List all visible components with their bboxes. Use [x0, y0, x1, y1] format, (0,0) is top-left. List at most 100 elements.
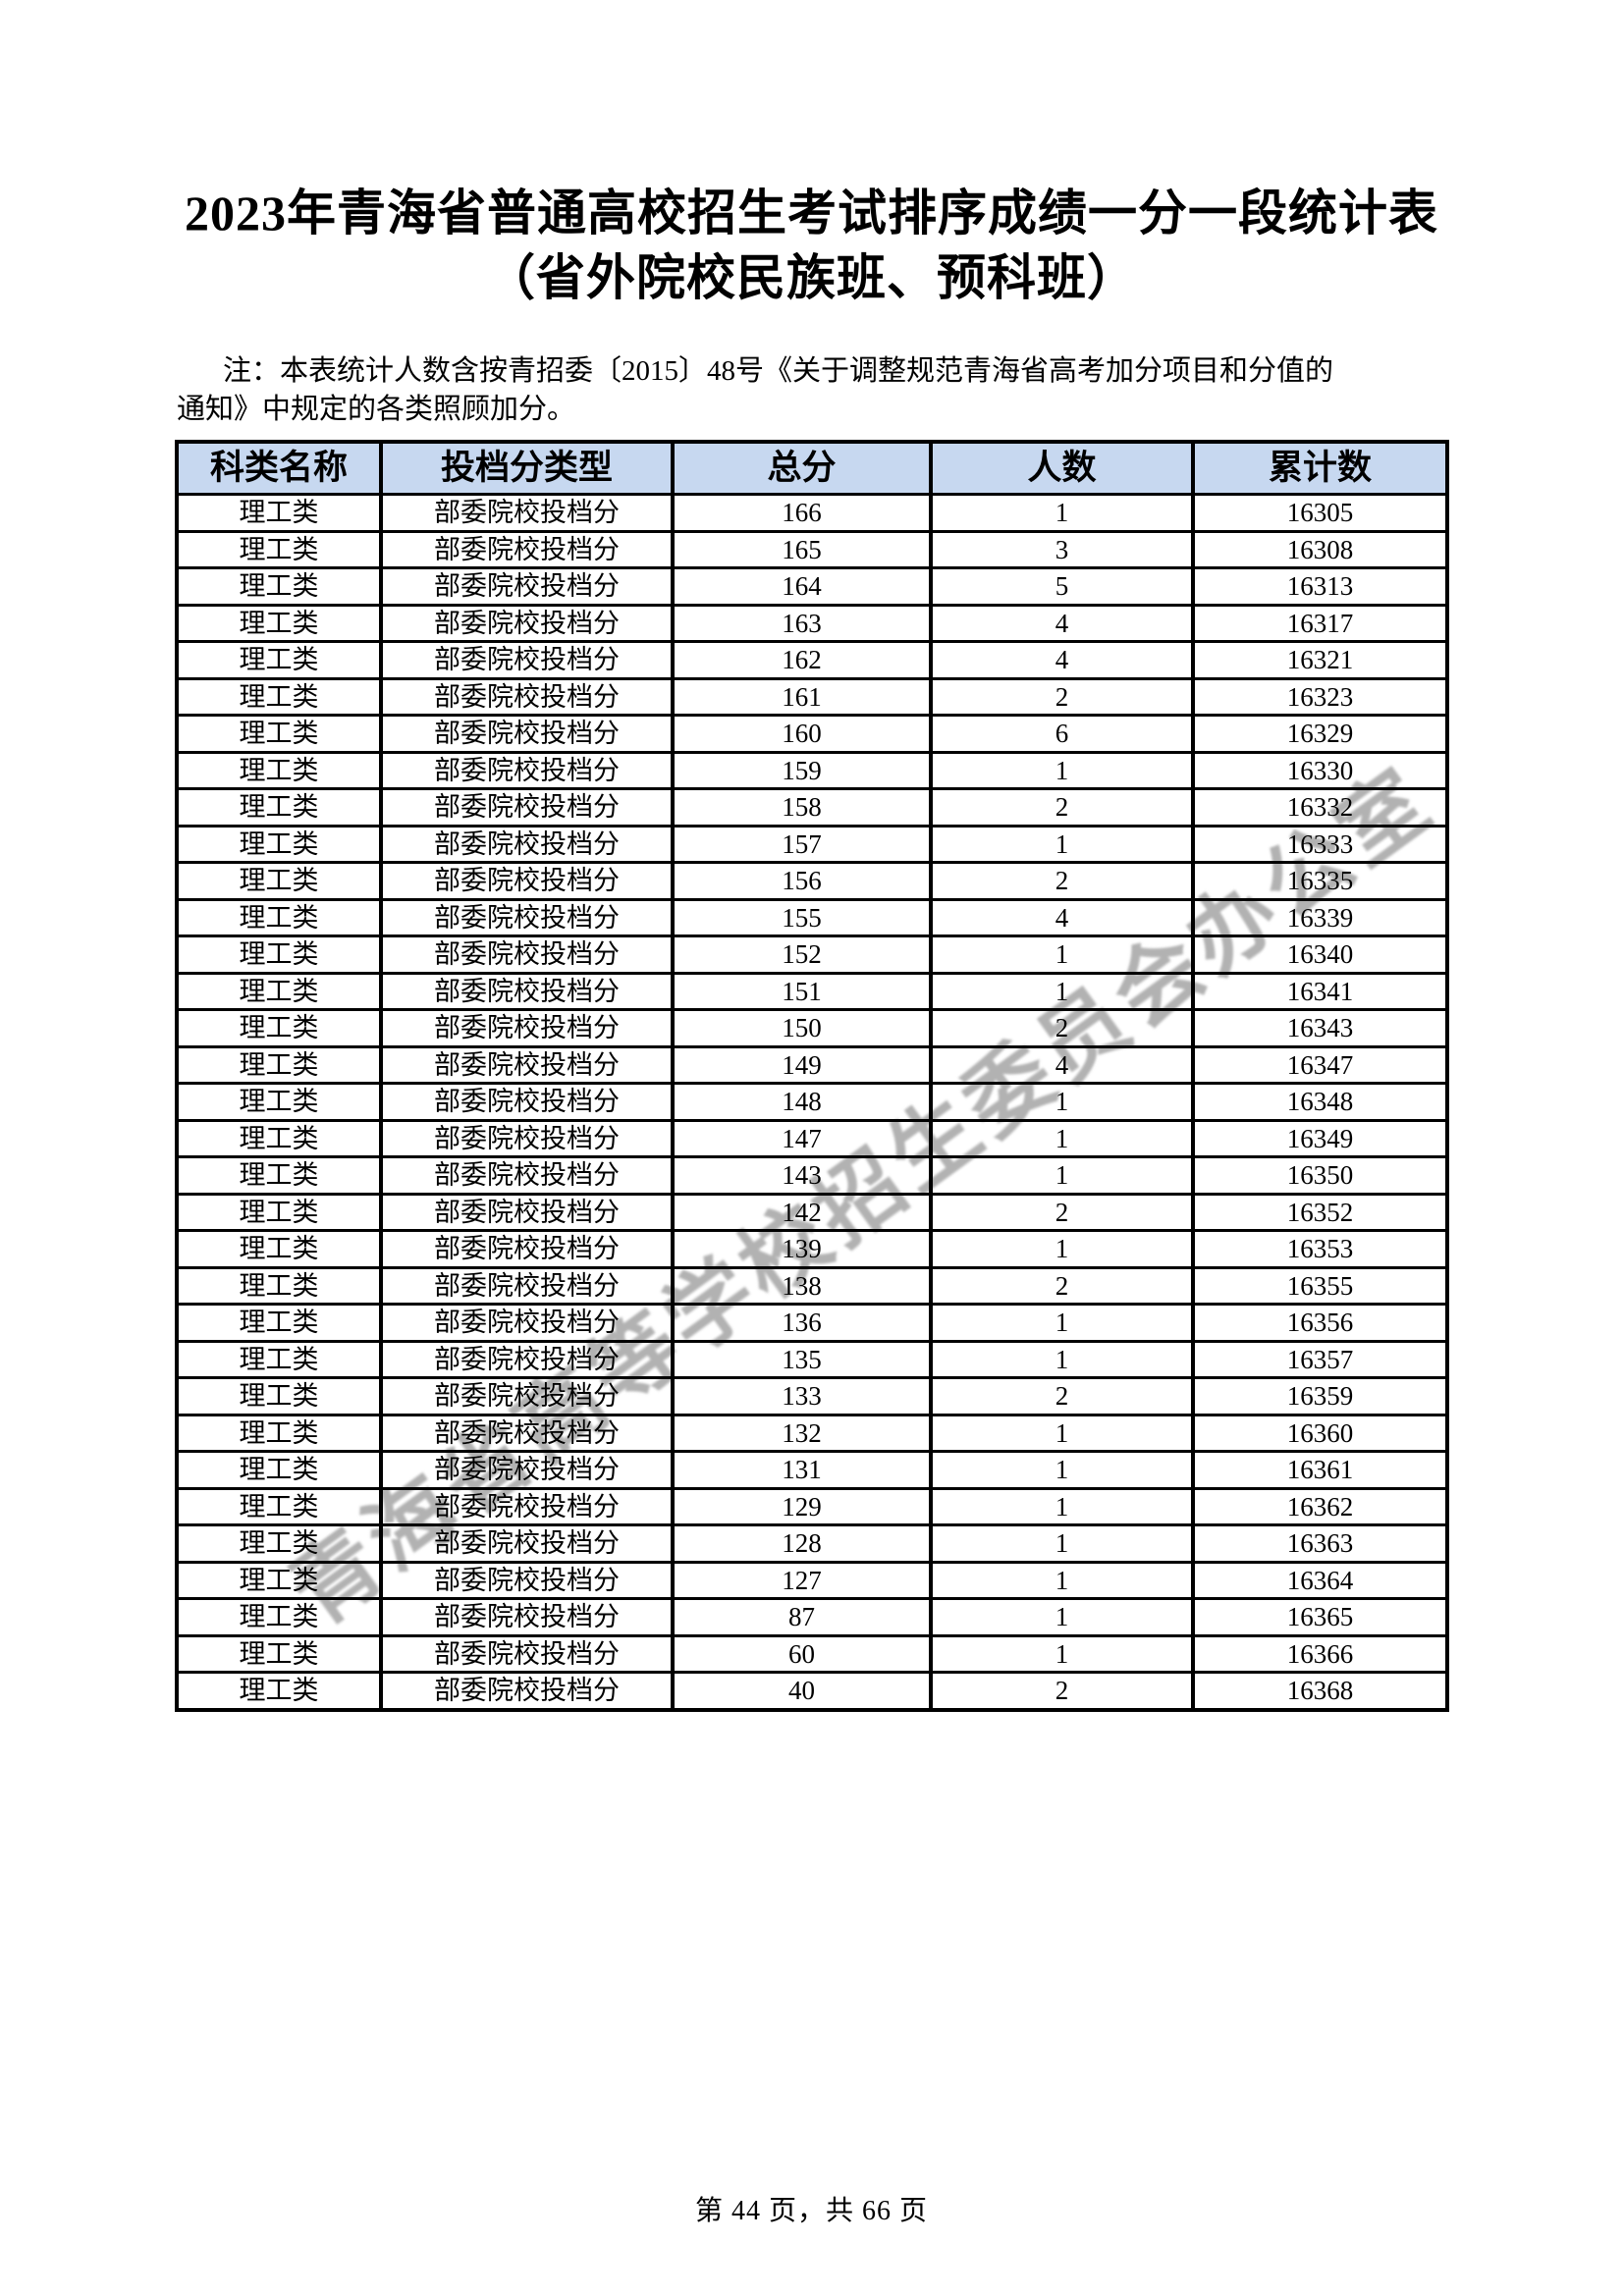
- table-row: 理工类 部委院校投档分 127 1 16364: [175, 1560, 1449, 1600]
- cell-category: 理工类: [175, 1303, 383, 1343]
- cell-cumulative-count: 16332: [1191, 787, 1449, 828]
- cell-category: 理工类: [175, 1671, 383, 1711]
- cell-count: 1: [929, 1486, 1195, 1526]
- cell-cumulative-count: 16350: [1191, 1155, 1449, 1196]
- cell-category: 理工类: [175, 676, 383, 717]
- cell-total-score: 164: [671, 566, 933, 607]
- cell-total-score: 161: [671, 676, 933, 717]
- cell-category: 理工类: [175, 824, 383, 864]
- cell-category: 理工类: [175, 971, 383, 1011]
- cell-count: 3: [929, 529, 1195, 569]
- cell-score-type: 部委院校投档分: [379, 1303, 675, 1343]
- cell-category: 理工类: [175, 640, 383, 680]
- cell-total-score: 135: [671, 1339, 933, 1379]
- cell-score-type: 部委院校投档分: [379, 750, 675, 790]
- cell-total-score: 162: [671, 640, 933, 680]
- cell-category: 理工类: [175, 1376, 383, 1416]
- cell-cumulative-count: 16362: [1191, 1486, 1449, 1526]
- cell-total-score: 157: [671, 824, 933, 864]
- table-row: 理工类 部委院校投档分 156 2 16335: [175, 861, 1449, 901]
- score-distribution-table: 科类名称 投档分类型 总分 人数 累计数 理工类 部委院校投档分 166 1 16305 理工类部…: [175, 440, 1449, 1712]
- cell-count: 1: [929, 1597, 1195, 1637]
- cell-cumulative-count: 16353: [1191, 1229, 1449, 1269]
- cell-count: 2: [929, 1008, 1195, 1048]
- cell-total-score: 60: [671, 1633, 933, 1674]
- cell-category: 理工类: [175, 566, 383, 607]
- cell-cumulative-count: 16356: [1191, 1303, 1449, 1343]
- cell-score-type: 部委院校投档分: [379, 1486, 675, 1526]
- cell-score-type: 部委院校投档分: [379, 934, 675, 975]
- cell-cumulative-count: 16357: [1191, 1339, 1449, 1379]
- table-row: 理工类 部委院校投档分 138 2 16355: [175, 1265, 1449, 1306]
- cell-score-type: 部委院校投档分: [379, 1229, 675, 1269]
- cell-total-score: 127: [671, 1560, 933, 1600]
- cell-cumulative-count: 16305: [1191, 493, 1449, 533]
- cell-total-score: 155: [671, 897, 933, 937]
- table-row: 理工类 部委院校投档分 142 2 16352: [175, 1192, 1449, 1232]
- cell-total-score: 131: [671, 1450, 933, 1490]
- cell-count: 1: [929, 1413, 1195, 1453]
- page-title-line1: 2023年青海省普通高校招生考试排序成绩一分一段统计表: [185, 186, 1438, 240]
- cell-category: 理工类: [175, 1008, 383, 1048]
- cell-cumulative-count: 16313: [1191, 566, 1449, 607]
- table-row: 理工类 部委院校投档分 162 4 16321: [175, 640, 1449, 680]
- table-row: 理工类 部委院校投档分 157 1 16333: [175, 824, 1449, 864]
- cell-category: 理工类: [175, 1486, 383, 1526]
- cell-score-type: 部委院校投档分: [379, 1450, 675, 1490]
- cell-count: 6: [929, 714, 1195, 754]
- table-header-row: 科类名称 投档分类型 总分 人数 累计数: [175, 440, 1449, 496]
- cell-cumulative-count: 16365: [1191, 1597, 1449, 1637]
- cell-category: 理工类: [175, 1155, 383, 1196]
- table-row: 理工类 部委院校投档分 152 1 16340: [175, 934, 1449, 975]
- table-row: 理工类 部委院校投档分 135 1 16357: [175, 1339, 1449, 1379]
- table-row: 理工类 部委院校投档分 131 1 16361: [175, 1450, 1449, 1490]
- cell-count: 5: [929, 566, 1195, 607]
- cell-category: 理工类: [175, 750, 383, 790]
- cell-score-type: 部委院校投档分: [379, 676, 675, 717]
- cell-total-score: 129: [671, 1486, 933, 1526]
- column-header-1: 科类名称: [175, 440, 383, 496]
- cell-cumulative-count: 16321: [1191, 640, 1449, 680]
- cell-score-type: 部委院校投档分: [379, 1118, 675, 1158]
- cell-count: 1: [929, 1560, 1195, 1600]
- note-line1: 注：本表统计人数含按青招委〔2015〕48号《关于调整规范青海省高考加分项目和分…: [223, 355, 1334, 387]
- cell-category: 理工类: [175, 1265, 383, 1306]
- cell-score-type: 部委院校投档分: [379, 1192, 675, 1232]
- cell-category: 理工类: [175, 1339, 383, 1379]
- cell-count: 1: [929, 824, 1195, 864]
- cell-score-type: 部委院校投档分: [379, 861, 675, 901]
- cell-total-score: 165: [671, 529, 933, 569]
- page-number: 第 44 页，共 66 页: [694, 2196, 928, 2226]
- cell-count: 1: [929, 1229, 1195, 1269]
- cell-score-type: 部委院校投档分: [379, 529, 675, 569]
- cell-score-type: 部委院校投档分: [379, 1633, 675, 1674]
- cell-total-score: 148: [671, 1082, 933, 1122]
- cell-total-score: 87: [671, 1597, 933, 1637]
- cell-cumulative-count: 16335: [1191, 861, 1449, 901]
- page-title-line2: （省外院校民族班、预科班）: [486, 250, 1137, 305]
- table-row: 理工类 部委院校投档分 163 4 16317: [175, 603, 1449, 643]
- cell-cumulative-count: 16341: [1191, 971, 1449, 1011]
- cell-total-score: 159: [671, 750, 933, 790]
- cell-cumulative-count: 16355: [1191, 1265, 1449, 1306]
- cell-category: 理工类: [175, 1118, 383, 1158]
- note-line2: 通知》中规定的各类照顾加分。: [177, 394, 576, 425]
- cell-count: 1: [929, 1633, 1195, 1674]
- cell-cumulative-count: 16364: [1191, 1560, 1449, 1600]
- table-row: 理工类 部委院校投档分 155 4 16339: [175, 897, 1449, 937]
- cell-total-score: 138: [671, 1265, 933, 1306]
- cell-count: 1: [929, 971, 1195, 1011]
- cell-score-type: 部委院校投档分: [379, 1265, 675, 1306]
- cell-count: 2: [929, 676, 1195, 717]
- cell-count: 2: [929, 787, 1195, 828]
- cell-count: 4: [929, 603, 1195, 643]
- cell-total-score: 40: [671, 1671, 933, 1711]
- table-row: 理工类 部委院校投档分 128 1 16363: [175, 1523, 1449, 1564]
- table-body: 理工类 部委院校投档分 166 1 16305 理工类 部委院校投档分 165 3 16308 理工…: [175, 493, 1449, 1711]
- cell-count: 2: [929, 1376, 1195, 1416]
- cell-total-score: 149: [671, 1044, 933, 1085]
- cell-total-score: 151: [671, 971, 933, 1011]
- cell-cumulative-count: 16368: [1191, 1671, 1449, 1711]
- cell-count: 1: [929, 1155, 1195, 1196]
- table-row: 理工类 部委院校投档分 136 1 16356: [175, 1303, 1449, 1343]
